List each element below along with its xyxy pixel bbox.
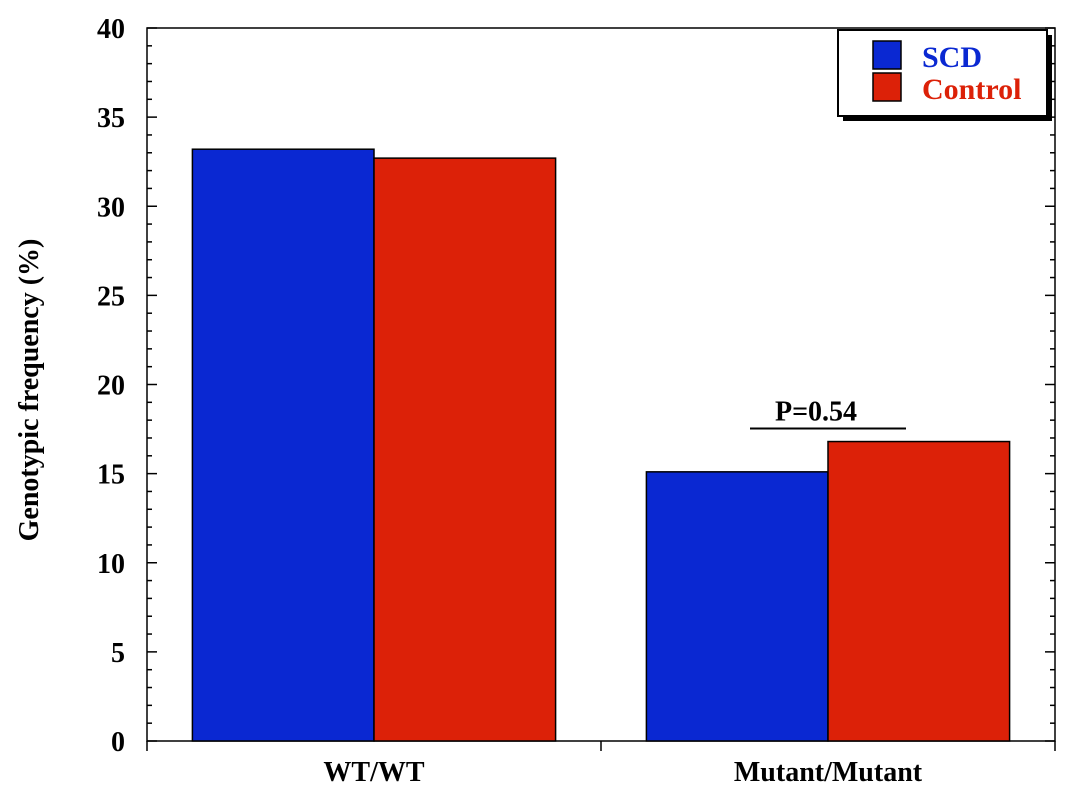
legend-label-control: Control xyxy=(922,73,1021,106)
y-tick-label: 20 xyxy=(97,371,125,402)
x-category-label: WT/WT xyxy=(323,757,424,788)
bars xyxy=(191,148,1011,742)
legend: SCD Control xyxy=(837,29,1052,121)
legend-swatch-control xyxy=(872,72,902,102)
y-axis-title: Genotypic frequency (%) xyxy=(14,239,45,542)
bar-control-mutant-mutant xyxy=(827,440,1011,742)
legend-swatch-scd xyxy=(872,40,902,70)
y-tick-label: 5 xyxy=(111,638,125,669)
bar-scd-wt-wt xyxy=(191,148,375,742)
y-tick-label: 35 xyxy=(97,103,125,134)
y-tick-label: 15 xyxy=(97,460,125,491)
y-tick-label: 0 xyxy=(111,727,125,758)
y-tick-label: 10 xyxy=(97,549,125,580)
annotations: P=0.54 xyxy=(750,397,906,430)
x-axis: WT/WT Mutant/Mutant xyxy=(146,741,1056,788)
y-tick-label: 25 xyxy=(97,281,125,312)
x-category-label: Mutant/Mutant xyxy=(734,757,923,788)
legend-label-scd: SCD xyxy=(922,41,982,74)
bar-scd-mutant-mutant xyxy=(645,471,829,742)
y-tick-label: 30 xyxy=(97,192,125,223)
y-axis: 0 5 10 15 20 25 30 35 40 xyxy=(97,14,1055,758)
p-value-label: P=0.54 xyxy=(775,397,857,428)
bar-control-wt-wt xyxy=(373,157,557,742)
y-tick-label: 40 xyxy=(97,14,125,45)
